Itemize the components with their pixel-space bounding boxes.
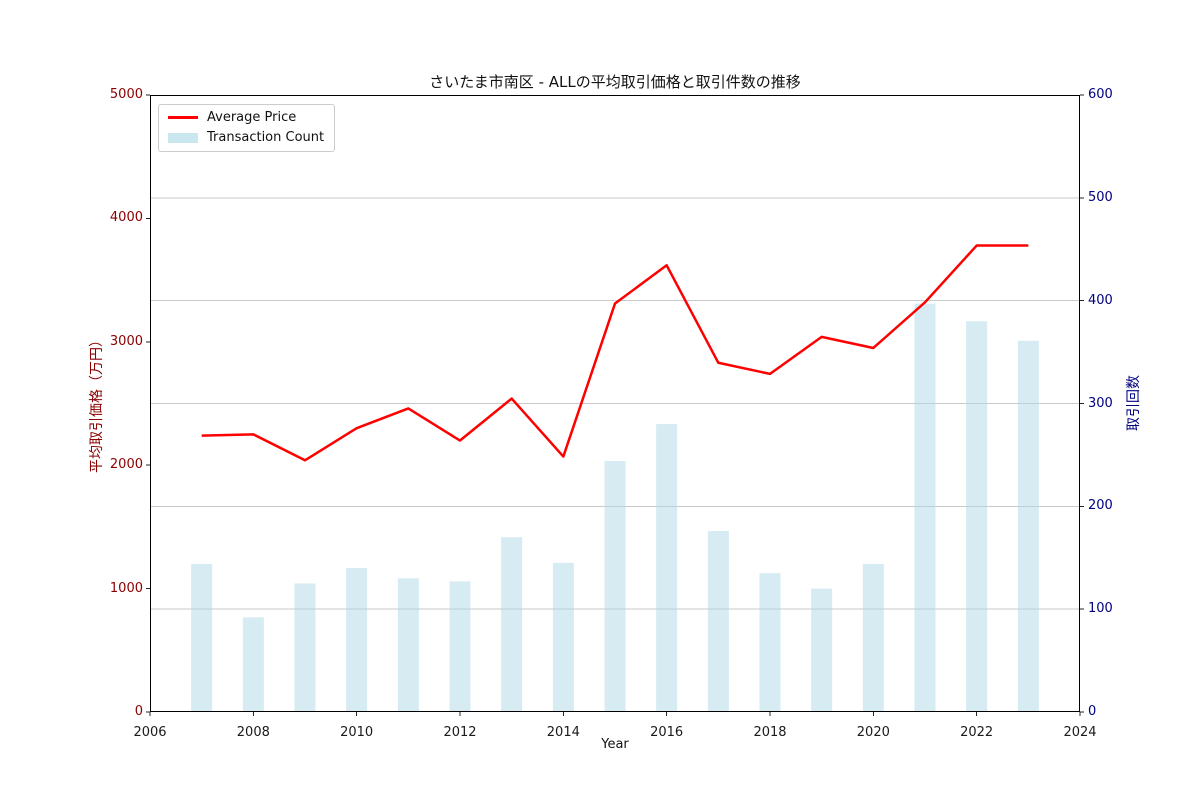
right-tick-label-300: 300	[1088, 395, 1113, 411]
x-tick-label-2016: 2016	[650, 725, 684, 740]
legend: Average Price Transaction Count	[158, 104, 336, 152]
left-tick-label-0: 0	[134, 704, 143, 719]
bar-2021	[914, 303, 936, 712]
bar-2010	[346, 568, 368, 712]
bar-2011	[397, 578, 419, 712]
right-tick-label-100: 100	[1088, 601, 1113, 617]
left-tick-label-4000: 4000	[109, 210, 143, 226]
bar-2018	[759, 573, 781, 712]
bar-2007	[191, 563, 213, 712]
legend-label-average-price: Average Price	[207, 110, 297, 125]
left-tick-label-1000: 1000	[109, 580, 143, 596]
bar-2015	[604, 461, 626, 712]
bar-2009	[294, 583, 316, 712]
x-tick-label-2010: 2010	[340, 725, 374, 740]
x-tick-label-2006: 2006	[133, 725, 167, 740]
x-tick-label-2014: 2014	[546, 725, 580, 740]
x-tick-label-2018: 2018	[753, 725, 787, 740]
x-tick-label-2020: 2020	[856, 725, 890, 740]
left-axis-label: 平均取引価格（万円）	[89, 333, 105, 473]
left-tick-label-2000: 2000	[109, 457, 143, 473]
x-tick-label-2008: 2008	[236, 725, 270, 740]
bar-2014	[552, 562, 574, 712]
right-tick-label-0: 0	[1088, 704, 1097, 719]
bar-2008	[242, 617, 264, 712]
x-tick-label-2022: 2022	[960, 725, 994, 740]
average-price-line	[201, 244, 1029, 462]
right-tick-label-200: 200	[1088, 498, 1113, 514]
legend-line-swatch	[168, 116, 198, 119]
right-tick-label-500: 500	[1088, 189, 1113, 205]
x-tick-label-2012: 2012	[443, 725, 477, 740]
bar-2019	[811, 588, 833, 712]
left-tick-label-5000: 5000	[109, 87, 143, 102]
legend-item-transaction-count: Transaction Count	[168, 130, 324, 145]
axes-spines	[150, 95, 1080, 712]
bar-2023	[1017, 340, 1039, 712]
legend-label-transaction-count: Transaction Count	[207, 130, 325, 145]
plot-area	[146, 94, 1084, 716]
x-tick-label-2024: 2024	[1063, 725, 1097, 740]
legend-patch-swatch	[168, 132, 198, 143]
right-tick-label-400: 400	[1088, 292, 1113, 308]
bar-2013	[501, 537, 523, 712]
bar-2017	[707, 531, 729, 712]
left-tick-label-3000: 3000	[109, 333, 143, 349]
right-tick-label-600: 600	[1088, 87, 1113, 102]
chart-title: さいたま市南区 - ALLの平均取引価格と取引件数の推移	[429, 73, 801, 91]
bar-2016	[656, 424, 678, 712]
x-axis-label: Year	[601, 737, 629, 752]
bar-2020	[862, 563, 884, 712]
bar-2022	[966, 321, 988, 712]
legend-item-average-price: Average Price	[168, 110, 324, 125]
bar-2012	[449, 581, 471, 712]
